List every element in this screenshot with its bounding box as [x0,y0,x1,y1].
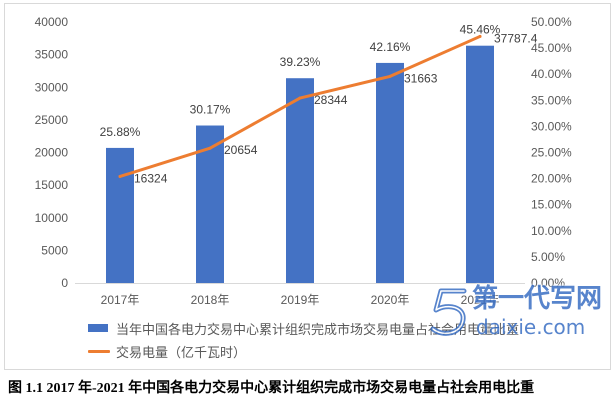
x-tick-label: 2020年 [371,293,410,307]
y-left-tick-label: 0 [61,276,68,290]
bar-2020 [376,62,404,283]
y-right-tick-label: 45.00% [531,41,572,55]
y-right-tick-label: 10.00% [531,224,572,238]
y-right-tick-label: 35.00% [531,93,572,107]
combo-chart: 0 5000 10000 15000 20000 25000 30000 35000 40000… [35,15,572,307]
line-point-2019 [298,96,302,100]
y-left-tick-label: 15000 [35,178,69,192]
line-point-2020 [388,74,392,78]
y-left-tick-label: 40000 [35,15,69,29]
y-left-tick-label: 20000 [35,146,69,160]
y-left-tick-label: 5000 [41,243,68,257]
line-data-label: 31663 [404,71,438,85]
line-point-2017 [118,174,122,178]
bar-data-label: 30.17% [190,103,231,117]
line-point-2021 [478,34,482,38]
x-tick-label: 2018年 [191,293,230,307]
line-data-label: 20654 [224,143,258,157]
bar-2021 [466,45,494,284]
x-tick-label: 2019年 [281,293,320,307]
legend-item-volume: 交易电量（亿千瓦时） [88,343,247,360]
line-data-label: 16324 [134,171,168,185]
y-left-tick-label: 35000 [35,48,69,62]
legend-item-share: 当年中国各电力交易中心累计组织完成市场交易电量占社会用电量比重 [88,320,520,337]
bar-2017 [106,147,134,283]
legend-label-share: 当年中国各电力交易中心累计组织完成市场交易电量占社会用电量比重 [116,321,520,337]
y-right-tick-label: 5.00% [531,250,565,264]
bar-data-label: 42.16% [370,40,411,54]
bar-data-label: 39.23% [280,55,321,69]
line-data-label: 28344 [314,93,348,107]
y-left-tick-label: 25000 [35,113,69,127]
line-data-label: 37787.4 [494,31,538,45]
bar-data-label: 45.46% [460,23,501,37]
figure-caption: 图 1.1 2017 年-2021 年中国各电力交易中心累计组织完成市场交易电量… [8,381,535,396]
y-right-tick-label: 15.00% [531,198,572,212]
chart-frame [4,3,611,370]
x-tick-label: 2021年 [461,293,500,307]
line-point-2018 [208,146,212,150]
y-right-tick-label: 25.00% [531,146,572,160]
y-right-tick-label: 20.00% [531,172,572,186]
bar-data-label: 25.88% [100,125,141,139]
y-left-tick-label: 30000 [35,80,69,94]
legend-swatch-bar [88,324,108,332]
y-right-tick-label: 50.00% [531,15,572,29]
legend-label-volume: 交易电量（亿千瓦时） [116,344,247,360]
y-right-tick-label: 40.00% [531,67,572,81]
legend-swatch-line [88,349,110,353]
y-right-tick-label: 30.00% [531,119,572,133]
x-tick-label: 2017年 [101,293,140,307]
bar-2019 [286,78,314,284]
y-left-tick-label: 10000 [35,211,69,225]
y-right-tick-label: 0.00% [531,276,565,290]
